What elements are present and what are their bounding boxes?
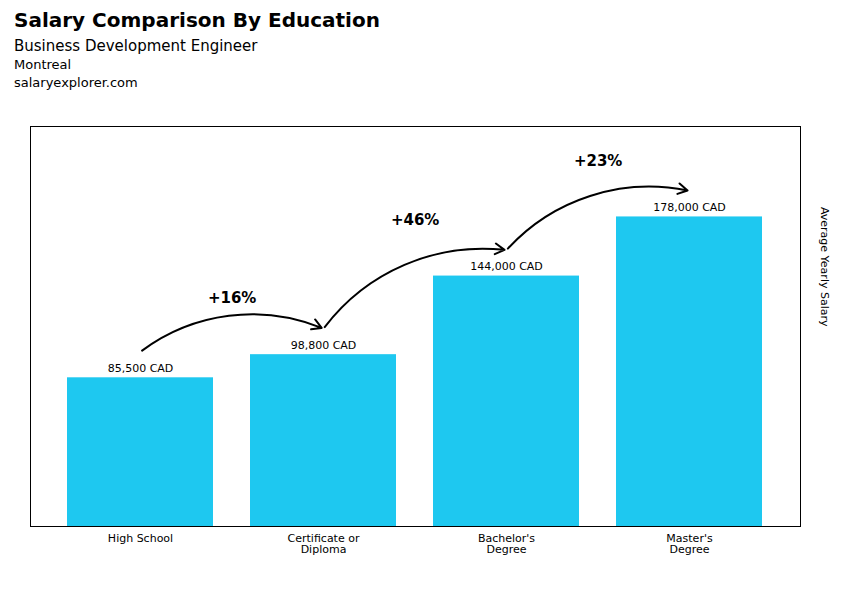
- svg-text:144,000 CAD: 144,000 CAD: [470, 260, 543, 273]
- svg-text:Bachelor'sDegree: Bachelor'sDegree: [478, 532, 535, 556]
- svg-text:85,500 CAD: 85,500 CAD: [108, 362, 174, 375]
- svg-text:High School: High School: [108, 532, 173, 545]
- svg-text:178,000 CAD: 178,000 CAD: [653, 201, 726, 214]
- html-text:Business Development Engineer: Business Development Engineer: [14, 37, 258, 55]
- html-text:salaryexplorer.com: salaryexplorer.com: [14, 75, 138, 90]
- svg-text:98,800 CAD: 98,800 CAD: [291, 339, 357, 352]
- svg-text:Master'sDegree: Master'sDegree: [666, 532, 713, 556]
- svg-text:+16%: +16%: [208, 289, 256, 307]
- svg-text:Certificate orDiploma: Certificate orDiploma: [288, 532, 360, 556]
- html-text:Montreal: Montreal: [14, 57, 72, 72]
- svg-text:Average Yearly Salary: Average Yearly Salary: [818, 207, 831, 327]
- svg-text:+23%: +23%: [574, 152, 622, 170]
- svg-text:+46%: +46%: [391, 211, 439, 229]
- html-text:Salary Comparison By Education: Salary Comparison By Education: [14, 8, 380, 32]
